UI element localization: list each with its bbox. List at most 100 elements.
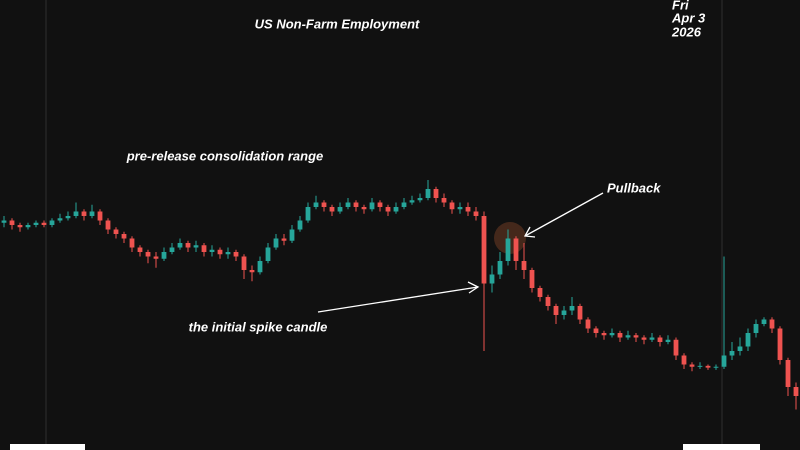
candle-body [329, 207, 335, 212]
time-label-box [683, 444, 760, 450]
candle-body [33, 222, 39, 225]
candle-body [673, 339, 679, 356]
candle-body [185, 243, 191, 248]
candle-body [689, 364, 695, 367]
candles [1, 180, 799, 410]
candle-body [457, 207, 463, 210]
candle-body [153, 256, 159, 259]
candle-body [473, 211, 479, 216]
candle-body [409, 200, 415, 203]
candle-body [289, 229, 295, 241]
candle-body [9, 220, 15, 225]
candle-body [57, 218, 63, 221]
candle-body [1, 220, 7, 223]
candle-body [593, 328, 599, 333]
candle-body [649, 337, 655, 340]
candle-body [257, 261, 263, 273]
candle-body [561, 310, 567, 315]
candle-body [305, 207, 311, 221]
arrow-head [523, 226, 536, 238]
candle-body [201, 245, 207, 252]
candle-body [321, 202, 327, 207]
candle-body [505, 238, 511, 261]
candle-body [721, 355, 727, 367]
date-label: Fri [672, 0, 689, 12]
candle-body [89, 211, 95, 216]
annotation: pre-release consolidation range [126, 148, 324, 163]
candle-body [25, 225, 31, 228]
candle-body [281, 238, 287, 241]
candle-body [713, 366, 719, 368]
date-label: 2026 [671, 24, 702, 39]
candle-body [17, 225, 23, 228]
candle-body [489, 274, 495, 284]
candle-body [785, 360, 791, 387]
candle-body [241, 256, 247, 270]
candle-body [441, 198, 447, 203]
candle-body [209, 249, 215, 252]
candle-body [369, 202, 375, 210]
candle-body [793, 387, 799, 396]
candle-body [521, 261, 527, 270]
annotation: the initial spike candle [189, 319, 328, 334]
candle-body [633, 335, 639, 338]
candle-body [425, 189, 431, 198]
candle-body [377, 202, 383, 207]
candle-body [401, 202, 407, 207]
arrow-head [467, 281, 480, 294]
candle-body [609, 333, 615, 336]
arrow-line [317, 286, 479, 313]
time-label-box [10, 444, 85, 450]
candle-body [729, 351, 735, 356]
candle-body [345, 202, 351, 207]
candle-body [601, 333, 607, 336]
candle-body [169, 247, 175, 252]
candle-body [193, 245, 199, 248]
candle-body [705, 365, 711, 368]
candle-body [73, 211, 79, 216]
candle-body [361, 207, 367, 210]
candle-body [97, 211, 103, 221]
arrows [317, 192, 604, 313]
candle-body [177, 243, 183, 248]
candle-body [769, 319, 775, 329]
candle-body [537, 288, 543, 297]
arrow-line [524, 192, 604, 237]
candle-body [41, 222, 47, 225]
candle-body [657, 337, 663, 342]
candle-body [545, 297, 551, 306]
candle-body [385, 207, 391, 212]
candle-body [737, 346, 743, 351]
candle-body [297, 220, 303, 230]
candle-body [265, 247, 271, 261]
candle-body [105, 220, 111, 230]
candle-body [497, 261, 503, 275]
candle-body [641, 337, 647, 340]
candle-body [337, 207, 343, 212]
candle-body [577, 306, 583, 320]
candle-body [273, 238, 279, 248]
candle-body [313, 202, 319, 207]
candle-body [481, 216, 487, 284]
candle-body [761, 319, 767, 324]
candle-body [65, 216, 71, 219]
candle-body [625, 335, 631, 338]
candle-body [745, 333, 751, 347]
candle-body [113, 229, 119, 234]
date-label: Apr 3 [671, 10, 706, 25]
candle-body [145, 252, 151, 257]
candle-body [225, 252, 231, 255]
candle-body [529, 270, 535, 288]
candle-body [217, 249, 223, 255]
chart-title: US Non-Farm Employment [255, 16, 420, 31]
candle-body [129, 238, 135, 248]
candle-body [617, 333, 623, 338]
candle-body [553, 306, 559, 315]
candle-body [697, 365, 703, 367]
candle-body [665, 339, 671, 342]
candle-body [417, 198, 423, 201]
candle-body [681, 355, 687, 365]
candle-body [49, 220, 55, 225]
candle-body [569, 306, 575, 311]
